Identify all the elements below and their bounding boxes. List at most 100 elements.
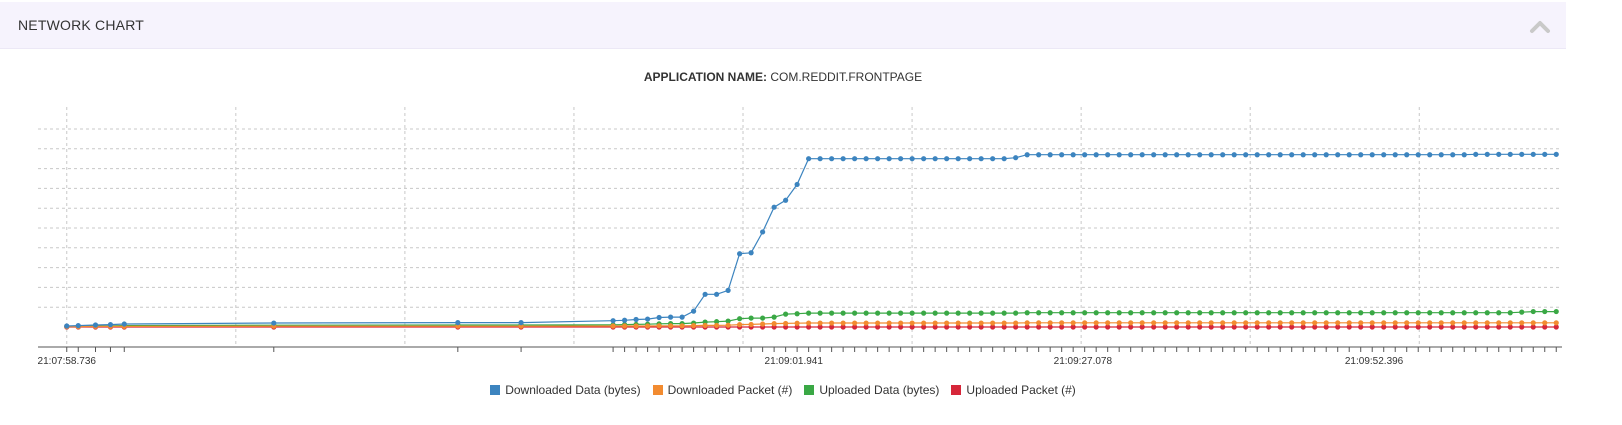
series-point-0[interactable] bbox=[1461, 152, 1467, 158]
series-point-2[interactable] bbox=[1392, 310, 1398, 316]
series-point-2[interactable] bbox=[1542, 308, 1548, 315]
series-point-0[interactable] bbox=[944, 156, 950, 162]
series-point-0[interactable] bbox=[75, 323, 81, 329]
series-point-2[interactable] bbox=[863, 310, 869, 316]
series-point-0[interactable] bbox=[1174, 152, 1180, 158]
series-point-0[interactable] bbox=[668, 314, 674, 320]
series-point-3[interactable] bbox=[1542, 324, 1548, 330]
series-point-2[interactable] bbox=[944, 310, 950, 316]
series-point-3[interactable] bbox=[794, 324, 800, 330]
series-point-2[interactable] bbox=[886, 310, 892, 316]
series-point-0[interactable] bbox=[1001, 156, 1007, 162]
series-point-3[interactable] bbox=[863, 324, 869, 330]
series-point-3[interactable] bbox=[1392, 324, 1398, 330]
series-point-0[interactable] bbox=[1473, 151, 1479, 157]
series-point-0[interactable] bbox=[1220, 152, 1226, 158]
series-point-1[interactable] bbox=[714, 322, 720, 329]
series-point-1[interactable] bbox=[1496, 320, 1502, 326]
series-point-1[interactable] bbox=[1231, 320, 1237, 326]
series-point-0[interactable] bbox=[1024, 152, 1030, 158]
series-point-3[interactable] bbox=[1461, 324, 1467, 330]
series-point-1[interactable] bbox=[1093, 320, 1099, 326]
series-point-1[interactable] bbox=[702, 322, 708, 329]
series-point-1[interactable] bbox=[1473, 320, 1479, 326]
series-point-0[interactable] bbox=[702, 291, 708, 297]
series-point-1[interactable] bbox=[932, 320, 938, 326]
series-point-0[interactable] bbox=[1507, 151, 1513, 157]
series-point-1[interactable] bbox=[1381, 320, 1387, 326]
series-point-0[interactable] bbox=[1047, 152, 1053, 158]
series-point-1[interactable] bbox=[1070, 320, 1076, 326]
series-point-2[interactable] bbox=[1496, 310, 1502, 316]
series-point-1[interactable] bbox=[817, 320, 823, 326]
series-point-2[interactable] bbox=[725, 318, 731, 324]
series-point-2[interactable] bbox=[1036, 310, 1042, 316]
series-point-1[interactable] bbox=[656, 323, 662, 329]
series-point-1[interactable] bbox=[1116, 320, 1122, 326]
series-point-0[interactable] bbox=[271, 320, 277, 326]
series-point-2[interactable] bbox=[1369, 310, 1375, 316]
series-point-1[interactable] bbox=[1254, 320, 1260, 326]
series-point-0[interactable] bbox=[679, 314, 685, 320]
series-point-0[interactable] bbox=[955, 156, 961, 162]
series-point-3[interactable] bbox=[932, 324, 938, 330]
series-point-2[interactable] bbox=[1185, 310, 1191, 316]
series-point-1[interactable] bbox=[1013, 320, 1019, 326]
series-point-3[interactable] bbox=[852, 324, 858, 330]
series-point-1[interactable] bbox=[1450, 320, 1456, 326]
series-point-1[interactable] bbox=[1220, 320, 1226, 326]
series-point-0[interactable] bbox=[1392, 152, 1398, 158]
series-point-1[interactable] bbox=[1151, 320, 1157, 326]
series-point-3[interactable] bbox=[1484, 324, 1490, 330]
series-point-0[interactable] bbox=[1346, 152, 1352, 158]
series-point-3[interactable] bbox=[1128, 324, 1134, 330]
series-point-1[interactable] bbox=[840, 320, 846, 326]
series-point-1[interactable] bbox=[621, 323, 628, 329]
series-point-0[interactable] bbox=[656, 314, 662, 321]
series-point-2[interactable] bbox=[1139, 310, 1145, 316]
series-point-0[interactable] bbox=[1208, 152, 1214, 158]
series-point-0[interactable] bbox=[737, 251, 743, 257]
series-point-2[interactable] bbox=[1335, 310, 1341, 316]
series-point-0[interactable] bbox=[875, 156, 881, 162]
series-point-1[interactable] bbox=[1277, 320, 1283, 326]
series-point-2[interactable] bbox=[1105, 310, 1111, 316]
series-point-1[interactable] bbox=[645, 323, 651, 329]
series-point-1[interactable] bbox=[806, 320, 812, 326]
series-point-0[interactable] bbox=[1438, 152, 1444, 158]
series-point-1[interactable] bbox=[760, 321, 766, 327]
series-point-1[interactable] bbox=[1185, 320, 1191, 326]
series-point-1[interactable] bbox=[610, 323, 616, 329]
series-point-1[interactable] bbox=[455, 323, 461, 329]
series-point-3[interactable] bbox=[1243, 324, 1249, 330]
series-point-0[interactable] bbox=[1404, 152, 1410, 158]
series-point-2[interactable] bbox=[875, 310, 881, 316]
series-point-1[interactable] bbox=[668, 323, 674, 329]
series-point-2[interactable] bbox=[1289, 310, 1295, 316]
series-point-0[interactable] bbox=[771, 204, 777, 210]
series-point-1[interactable] bbox=[875, 320, 881, 326]
series-point-1[interactable] bbox=[1024, 320, 1030, 326]
series-point-2[interactable] bbox=[1162, 310, 1168, 316]
series-point-0[interactable] bbox=[932, 156, 938, 162]
series-point-0[interactable] bbox=[725, 287, 731, 293]
series-point-2[interactable] bbox=[1116, 310, 1122, 316]
series-point-0[interactable] bbox=[1105, 152, 1111, 158]
series-point-3[interactable] bbox=[1438, 324, 1444, 330]
series-point-2[interactable] bbox=[737, 316, 743, 322]
series-point-0[interactable] bbox=[1082, 152, 1088, 158]
series-point-2[interactable] bbox=[1438, 310, 1444, 316]
series-point-3[interactable] bbox=[1312, 324, 1318, 330]
series-point-2[interactable] bbox=[1519, 309, 1525, 315]
series-point-2[interactable] bbox=[921, 310, 927, 316]
series-point-0[interactable] bbox=[1254, 152, 1260, 158]
series-point-0[interactable] bbox=[829, 156, 835, 162]
chevron-up-icon[interactable] bbox=[1528, 14, 1552, 38]
series-point-2[interactable] bbox=[1300, 310, 1306, 316]
series-point-1[interactable] bbox=[1404, 320, 1410, 326]
series-point-2[interactable] bbox=[909, 310, 915, 316]
series-point-2[interactable] bbox=[1507, 310, 1513, 316]
series-point-1[interactable] bbox=[1059, 320, 1065, 326]
series-point-0[interactable] bbox=[1381, 152, 1387, 158]
series-point-0[interactable] bbox=[783, 197, 789, 203]
